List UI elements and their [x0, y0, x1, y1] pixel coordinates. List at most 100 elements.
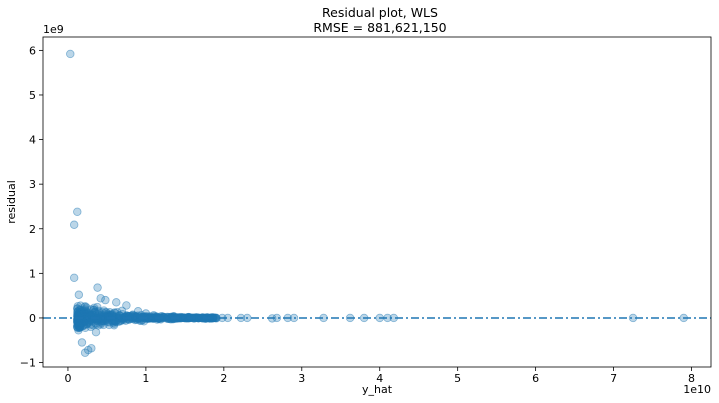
dense-residual-point — [105, 308, 114, 317]
x-tick-label: 1 — [142, 372, 149, 385]
dense-residual-point — [105, 312, 114, 322]
dense-residual-point — [89, 305, 98, 315]
dense-residual-point — [73, 323, 82, 333]
dense-residual-point — [95, 314, 105, 324]
dense-residual-point — [101, 310, 111, 319]
residual-point — [66, 49, 75, 59]
dense-residual-point — [124, 312, 133, 322]
dense-residual-point — [73, 304, 82, 313]
dense-residual-point — [101, 308, 110, 317]
dense-residual-point — [73, 307, 82, 316]
dense-residual-point — [86, 310, 95, 319]
scatter-points — [66, 49, 688, 357]
residual-point — [101, 295, 110, 305]
dense-residual-point — [78, 306, 88, 316]
x-tick-label: 3 — [298, 372, 305, 385]
dense-residual-point — [82, 319, 92, 329]
dense-residual-point — [118, 309, 127, 319]
dense-residual-point — [109, 318, 118, 327]
dense-residual-point — [79, 317, 88, 326]
x-tick-label: 0 — [64, 372, 71, 385]
dense-residual-point — [73, 314, 82, 323]
dense-residual-point — [76, 322, 85, 332]
residual-point — [133, 307, 143, 316]
x-tick-label: 6 — [532, 372, 539, 385]
dense-residual-point — [97, 310, 106, 319]
dense-residual-point — [76, 319, 86, 329]
dense-residual-point — [75, 305, 85, 314]
dense-residual-point — [86, 305, 96, 314]
dense-residual-point — [78, 321, 87, 330]
dense-residual-point — [115, 311, 124, 320]
dense-residual-point — [77, 318, 87, 327]
dense-residual-point — [133, 312, 142, 322]
dense-residual-point — [80, 317, 89, 326]
dense-residual-point — [108, 311, 117, 320]
dense-residual-point — [115, 316, 125, 325]
dense-residual-point — [75, 320, 85, 329]
residual-point — [141, 309, 151, 318]
dense-residual-point — [87, 314, 97, 324]
dense-residual-point — [89, 303, 99, 313]
dense-residual-point — [77, 318, 86, 328]
dense-residual-point — [85, 310, 94, 319]
dense-residual-point — [110, 319, 119, 328]
dense-residual-point — [96, 320, 105, 329]
dense-residual-point — [124, 314, 133, 324]
residual-point — [96, 294, 105, 303]
dense-residual-point — [76, 314, 85, 324]
dense-residual-point — [109, 316, 118, 325]
dense-residual-point — [78, 321, 88, 331]
dense-residual-point — [74, 314, 84, 323]
dense-residual-point — [121, 316, 130, 325]
dense-residual-band — [73, 301, 221, 335]
dense-residual-point — [97, 316, 106, 326]
dense-residual-point — [74, 321, 83, 331]
x-tick-label: 2 — [220, 372, 227, 385]
dense-residual-point — [74, 319, 83, 329]
dense-residual-point — [79, 321, 89, 330]
dense-residual-point — [121, 312, 130, 322]
dense-residual-point — [104, 320, 114, 330]
dense-residual-point — [88, 321, 98, 330]
dense-residual-point — [96, 317, 105, 326]
dense-residual-point — [90, 307, 99, 316]
dense-residual-point — [75, 318, 85, 327]
dense-residual-point — [75, 319, 85, 328]
residual-point — [91, 328, 101, 337]
dense-residual-point — [98, 316, 107, 325]
dense-residual-point — [77, 312, 86, 322]
residual-point — [80, 348, 90, 357]
dense-residual-point — [73, 320, 83, 330]
dense-residual-point — [83, 309, 92, 318]
y-tick-label: −1 — [20, 357, 36, 370]
dense-residual-point — [75, 323, 84, 332]
x-tick-label: 5 — [454, 372, 461, 385]
dense-residual-point — [80, 308, 90, 318]
dense-residual-point — [131, 315, 140, 324]
dense-residual-point — [105, 312, 114, 322]
y-axis-ticks: −1 0 1 2 3 4 5 6 — [20, 44, 43, 370]
plot-area-frame — [42, 36, 712, 368]
dense-residual-point — [94, 308, 104, 317]
dense-residual-point — [76, 307, 85, 317]
dense-residual-point — [80, 305, 90, 314]
dense-residual-point — [93, 302, 102, 312]
dense-residual-point — [81, 307, 91, 317]
dense-residual-point — [74, 321, 83, 330]
dense-residual-point — [111, 317, 121, 326]
dense-residual-point — [74, 314, 83, 323]
dense-residual-point — [136, 316, 146, 325]
dense-residual-point — [74, 320, 83, 329]
dense-residual-point — [74, 326, 83, 335]
residual-point — [93, 283, 102, 292]
dense-residual-point — [82, 311, 92, 321]
dense-residual-point — [73, 308, 82, 318]
dense-residual-point — [75, 323, 84, 333]
dense-residual-point — [79, 317, 88, 327]
residual-point — [184, 312, 193, 322]
dense-residual-point — [79, 306, 89, 315]
dense-residual-point — [75, 305, 85, 315]
residual-point — [176, 312, 186, 322]
